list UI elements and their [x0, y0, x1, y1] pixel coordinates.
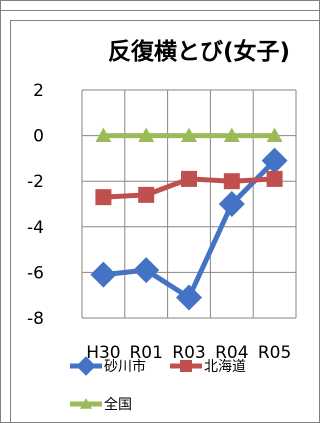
x-tick-label: R04	[215, 343, 248, 363]
legend-swatch-marker	[76, 356, 96, 376]
legend-label: 全国	[104, 396, 132, 413]
legend-label: 北海道	[204, 359, 246, 375]
data-point	[218, 191, 245, 217]
legend-swatch-marker	[80, 398, 92, 409]
data-point	[261, 147, 288, 174]
legend-label: 砂川市	[104, 358, 146, 375]
data-point	[133, 257, 160, 284]
x-tick-label: R01	[129, 343, 162, 363]
data-point	[138, 127, 155, 142]
data-point	[138, 186, 155, 203]
x-tick-label: R05	[258, 343, 291, 363]
data-point	[266, 127, 283, 142]
y-tick-label: 2	[33, 81, 44, 101]
x-tick-labels: H30 R01 R03 R04 R05	[86, 343, 291, 363]
data-point	[181, 127, 197, 142]
chart-area-border	[10, 20, 320, 423]
data-point	[266, 170, 283, 187]
y-tick-label: -4	[27, 218, 44, 238]
data-point	[90, 261, 117, 288]
chart-title: 反復横とび(女子)	[108, 38, 290, 65]
y-tick-label: -6	[27, 263, 44, 283]
legend-swatch-marker	[180, 360, 192, 372]
data-point	[95, 189, 112, 206]
x-tick-label: H30	[86, 343, 120, 363]
y-tick-labels: 2 0 -2 -4 -6 -8	[27, 81, 44, 329]
data-point	[223, 173, 240, 190]
series-group	[90, 127, 288, 311]
y-tick-label: -8	[27, 309, 44, 329]
data-point	[181, 170, 197, 187]
data-point	[95, 127, 112, 142]
data-point	[223, 127, 240, 142]
y-tick-label: -2	[27, 172, 44, 192]
x-tick-label: R03	[172, 343, 205, 363]
data-point	[176, 284, 202, 311]
y-tick-label: 0	[33, 127, 44, 147]
